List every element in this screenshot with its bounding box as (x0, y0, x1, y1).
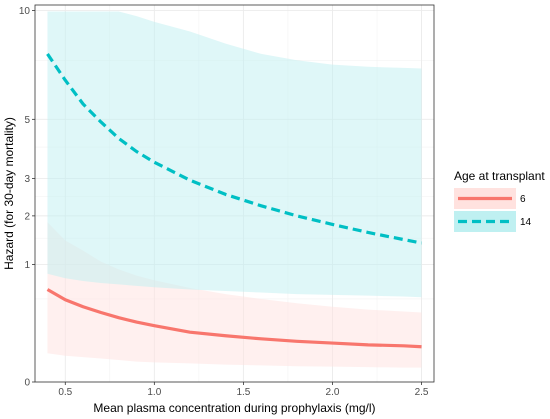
panel-border (34, 4, 435, 383)
y-tick-label: 1 (24, 260, 30, 271)
ci-ribbon-series-6 (47, 222, 422, 368)
legend-key-background (454, 211, 516, 232)
x-axis-ticks: 0.5 1.0 1.5 2.0 2.5 (58, 382, 429, 398)
legend-label: 6 (520, 194, 526, 205)
legend-entries: 6 14 (454, 188, 532, 232)
x-tick-label: 1.0 (147, 387, 161, 398)
plot-panel (34, 4, 435, 383)
ci-ribbon-series-14 (47, 11, 422, 298)
legend-title: Age at transplant (454, 169, 545, 183)
legend: Age at transplant 6 14 (454, 169, 545, 232)
y-axis-title: Hazard (for 30-day mortality) (2, 117, 16, 270)
series-lines (46, 53, 422, 349)
y-tick-label: 10 (19, 6, 31, 17)
y-tick-label: 0 (24, 378, 30, 389)
x-tick-label: 2.5 (415, 387, 429, 398)
y-tick-label: 2 (24, 211, 30, 222)
x-tick-label: 2.0 (326, 387, 340, 398)
line-series-14 (46, 53, 422, 245)
x-tick-label: 1.5 (236, 387, 250, 398)
y-tick-label: 3 (24, 174, 30, 185)
y-axis-ticks: 0 1 2 3 5 10 (19, 6, 35, 389)
legend-label: 14 (520, 217, 532, 228)
confidence-ribbons (47, 11, 422, 368)
line-series-6 (46, 288, 422, 349)
y-tick-label: 5 (24, 115, 30, 126)
x-tick-label: 0.5 (58, 387, 72, 398)
x-axis-title: Mean plasma concentration during prophyl… (93, 401, 375, 415)
